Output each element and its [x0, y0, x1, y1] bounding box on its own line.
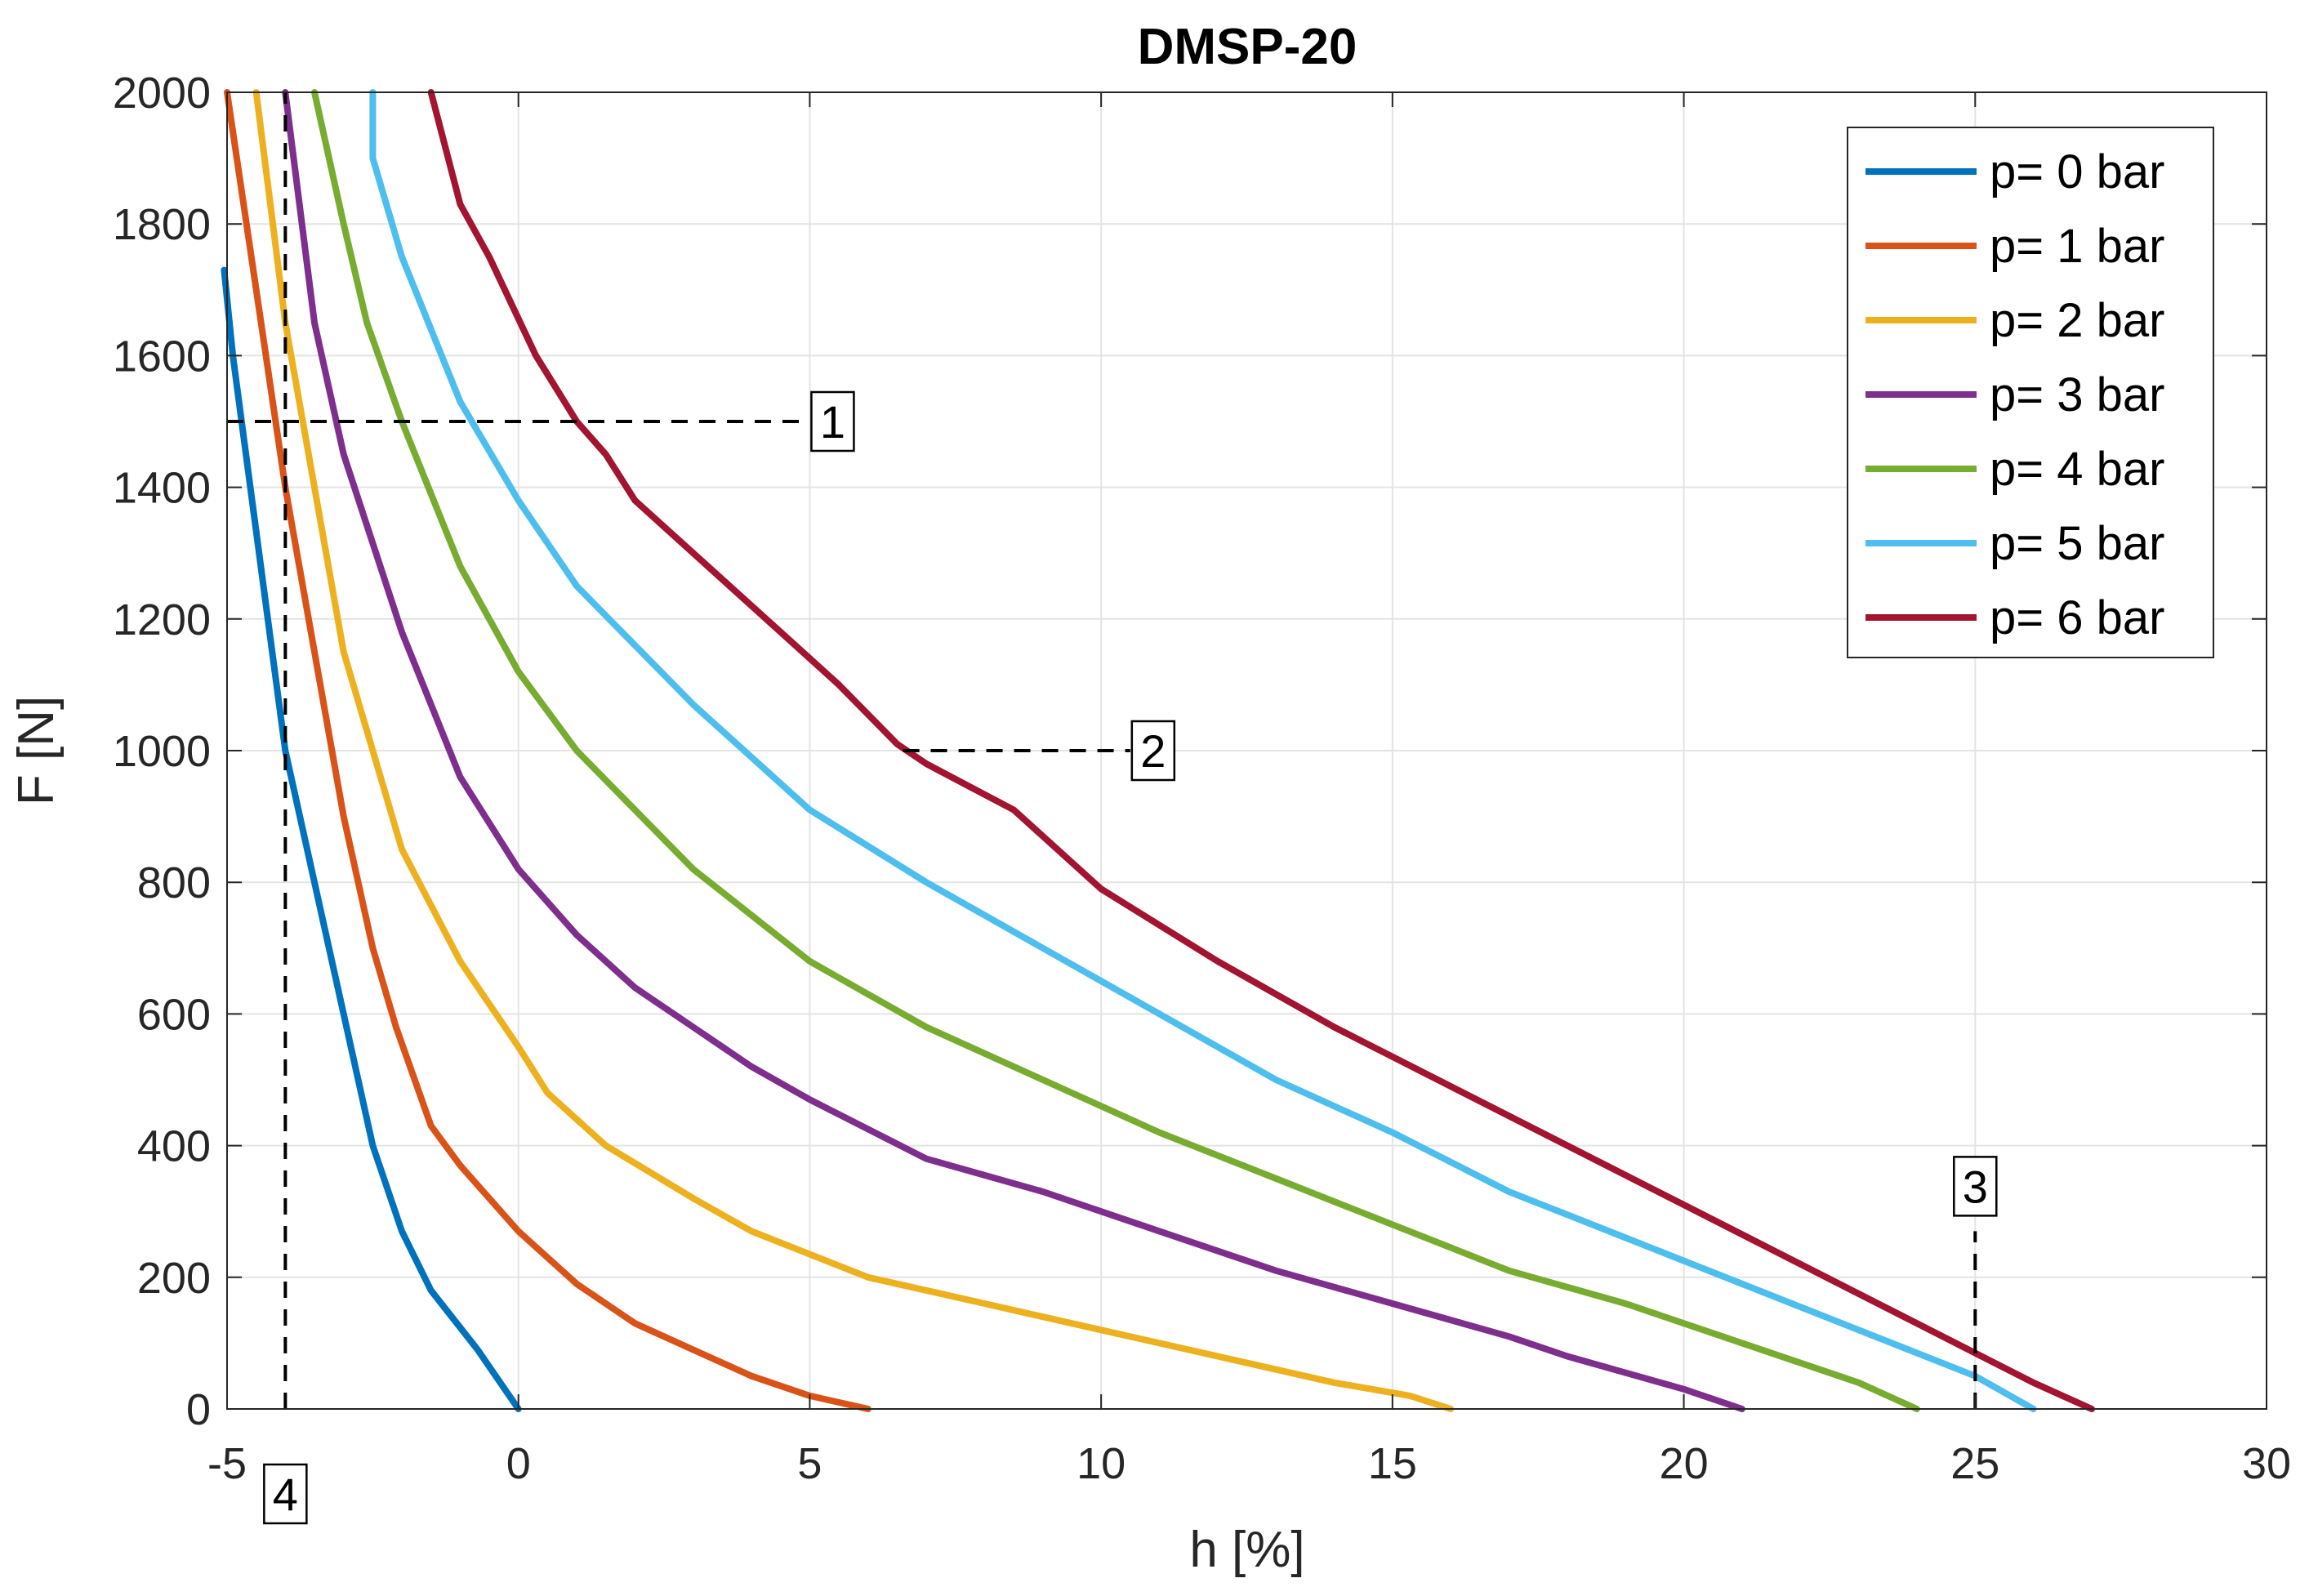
legend-entry: p= 4 bar	[1865, 443, 2164, 496]
x-tick-label: 0	[506, 1439, 531, 1488]
series-line-p2-bar	[252, 89, 1455, 1412]
y-tick-label: 2000	[113, 69, 211, 118]
y-tick-label: 800	[137, 858, 211, 907]
chart-title: DMSP-20	[1138, 19, 1357, 75]
y-tick-label: 600	[137, 990, 211, 1039]
annotation-2-label: 2	[1140, 725, 1166, 777]
series-line-p5-bar	[369, 89, 2037, 1412]
annotation-1: 1	[810, 390, 855, 452]
annotation-4: 4	[263, 1463, 308, 1525]
legend-entry: p= 0 bar	[1865, 145, 2164, 198]
legend-entry: p= 6 bar	[1865, 591, 2164, 644]
series-line-p3-bar	[282, 89, 1745, 1412]
x-tick-label: 20	[1660, 1439, 1709, 1488]
x-tick-label: -5	[207, 1439, 247, 1488]
legend-label: p= 6 bar	[1990, 591, 2164, 644]
y-tick-label: 0	[186, 1385, 211, 1434]
annotation-3: 3	[1953, 1156, 1998, 1217]
y-tick-label: 1400	[113, 464, 211, 513]
annotation-3-label: 3	[1963, 1161, 1988, 1212]
legend-label: p= 2 bar	[1990, 294, 2164, 347]
y-tick-label: 1200	[113, 595, 211, 644]
x-tick-label: 25	[1950, 1439, 1999, 1488]
legend-entry: p= 3 bar	[1865, 368, 2164, 421]
legend-label: p= 5 bar	[1990, 517, 2164, 570]
x-tick-label: 30	[2242, 1439, 2291, 1488]
annotation-1-box	[810, 390, 855, 452]
legend-label: p= 4 bar	[1990, 443, 2164, 496]
x-tick-label: 5	[797, 1439, 822, 1488]
legend: p= 0 bar p= 1 bar p= 2 bar p= 3 bar p= 4 bar…	[1847, 127, 2214, 658]
legend-entry: p= 2 bar	[1865, 294, 2164, 347]
legend-label: p= 3 bar	[1990, 368, 2164, 421]
y-tick-label: 1800	[113, 200, 211, 249]
annotation-2-box	[1130, 720, 1176, 782]
annotation-3-box	[1953, 1156, 1998, 1217]
annotation-1-label: 1	[820, 396, 845, 448]
x-tick-label: 10	[1076, 1439, 1126, 1488]
y-tick-label: 200	[137, 1254, 211, 1303]
annotation-2: 2	[1130, 720, 1176, 782]
annotation-4-box	[263, 1463, 308, 1525]
series-line-p0-bar	[221, 266, 522, 1412]
y-axis-title: F [N]	[8, 696, 65, 805]
x-axis-title: h [%]	[1189, 1522, 1304, 1578]
series-line-p1-bar	[224, 89, 871, 1412]
annotation-layer: 1 2 3 4	[227, 92, 1998, 1525]
y-tick-label: 400	[137, 1122, 211, 1171]
y-tick-label: 1000	[113, 727, 211, 776]
x-tick-label: 15	[1368, 1439, 1417, 1488]
annotation-4-label: 4	[273, 1469, 298, 1520]
legend-entry: p= 1 bar	[1865, 220, 2164, 273]
legend-entry: p= 5 bar	[1865, 517, 2164, 570]
legend-label: p= 0 bar	[1990, 145, 2164, 198]
legend-label: p= 1 bar	[1990, 220, 2164, 273]
tick-layer: -5 0 5 10 15 20 25 30 0 200 400 600 800 1000 1200 1400 1…	[113, 69, 2291, 1488]
y-tick-label: 1600	[113, 332, 211, 381]
series-line-p6-bar	[427, 89, 2095, 1412]
